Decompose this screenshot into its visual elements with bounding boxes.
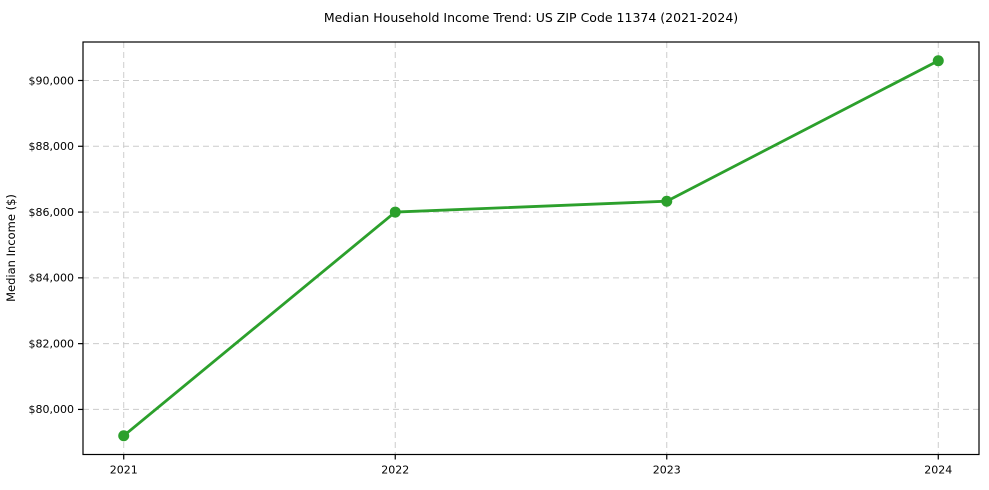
plot-border [82, 41, 980, 456]
y-tick-label: $86,000 [29, 206, 75, 219]
data-point-2023 [661, 195, 673, 207]
tick-layer: $80,000 $82,000 $84,000 $86,000 $88,000 $90,0… [29, 74, 953, 476]
x-tick-label: 2021 [110, 464, 138, 477]
data-point-2021 [118, 430, 130, 442]
axes-spines [82, 41, 980, 456]
y-tick-label: $82,000 [29, 337, 75, 350]
chart-title: Median Household Income Trend: US ZIP Co… [324, 10, 738, 25]
y-tick-label: $90,000 [29, 74, 75, 87]
y-tick-label: $80,000 [29, 403, 75, 416]
data-point-2022 [389, 206, 401, 218]
y-axis-label: Median Income ($) [4, 194, 18, 302]
x-tick-label: 2023 [653, 464, 681, 477]
y-tick-label: $84,000 [29, 272, 75, 285]
x-tick-label: 2024 [924, 464, 952, 477]
data-point-2024 [932, 55, 944, 67]
trend-line [122, 59, 940, 438]
y-tick-label: $88,000 [29, 140, 75, 153]
x-tick-label: 2022 [381, 464, 409, 477]
series-layer [118, 55, 944, 442]
grid-layer [83, 42, 979, 455]
